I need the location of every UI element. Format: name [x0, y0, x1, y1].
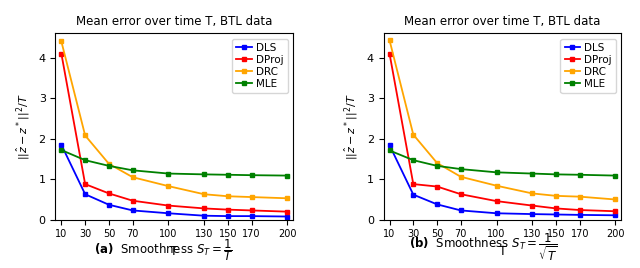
MLE	[410, 159, 417, 162]
Text: $\mathbf{(a)}$  Smoothness $S_T = \dfrac{1}{T}$: $\mathbf{(a)}$ Smoothness $S_T = \dfrac{…	[93, 237, 233, 263]
DLS	[200, 214, 208, 217]
DRC	[386, 39, 394, 42]
DLS	[410, 193, 417, 196]
DProj	[457, 193, 465, 196]
DRC	[58, 40, 65, 43]
Line: MLE: MLE	[387, 148, 618, 178]
DLS	[552, 213, 560, 216]
DProj	[386, 52, 394, 55]
MLE	[105, 164, 113, 168]
Line: DLS: DLS	[387, 143, 618, 218]
MLE	[576, 173, 584, 176]
DRC	[433, 161, 441, 165]
DRC	[552, 194, 560, 198]
Text: $\mathbf{(b)}$  Smoothness $S_T = \dfrac{1}{\sqrt{T}}$: $\mathbf{(b)}$ Smoothness $S_T = \dfrac{…	[409, 231, 557, 263]
DProj	[493, 199, 500, 203]
DProj	[200, 207, 208, 210]
X-axis label: T: T	[499, 245, 506, 258]
Line: DRC: DRC	[59, 39, 290, 201]
MLE	[164, 172, 172, 175]
MLE	[433, 164, 441, 168]
MLE	[200, 173, 208, 176]
DProj	[81, 183, 89, 186]
DRC	[410, 133, 417, 136]
MLE	[552, 173, 560, 176]
DLS	[529, 213, 536, 216]
Y-axis label: $||\hat{z} - z^*||^2/T$: $||\hat{z} - z^*||^2/T$	[343, 93, 361, 160]
MLE	[248, 174, 255, 177]
DLS	[612, 214, 620, 217]
MLE	[386, 149, 394, 152]
Line: DProj: DProj	[387, 51, 618, 214]
DRC	[164, 184, 172, 188]
DRC	[576, 195, 584, 198]
Title: Mean error over time T, BTL data: Mean error over time T, BTL data	[76, 15, 273, 28]
DLS	[129, 209, 136, 212]
DProj	[224, 208, 232, 211]
DLS	[81, 193, 89, 196]
Line: DProj: DProj	[59, 51, 290, 214]
DRC	[129, 176, 136, 179]
Y-axis label: $||\hat{z} - z^*||^2/T$: $||\hat{z} - z^*||^2/T$	[15, 93, 33, 160]
DProj	[248, 209, 255, 212]
DLS	[457, 209, 465, 212]
MLE	[529, 172, 536, 175]
MLE	[457, 168, 465, 171]
MLE	[493, 171, 500, 174]
MLE	[224, 173, 232, 176]
DLS	[105, 203, 113, 206]
Legend: DLS, DProj, DRC, MLE: DLS, DProj, DRC, MLE	[561, 39, 616, 93]
DRC	[81, 134, 89, 137]
DRC	[248, 195, 255, 199]
DRC	[284, 197, 291, 200]
DLS	[576, 213, 584, 217]
DProj	[105, 192, 113, 195]
DRC	[529, 192, 536, 195]
MLE	[284, 174, 291, 177]
DRC	[105, 162, 113, 165]
DLS	[284, 215, 291, 218]
DRC	[200, 193, 208, 196]
Line: DRC: DRC	[387, 38, 618, 202]
DLS	[248, 214, 255, 218]
MLE	[81, 159, 89, 162]
MLE	[58, 148, 65, 152]
Legend: DLS, DProj, DRC, MLE: DLS, DProj, DRC, MLE	[232, 39, 288, 93]
MLE	[129, 169, 136, 172]
MLE	[612, 174, 620, 177]
DLS	[58, 143, 65, 146]
DProj	[129, 199, 136, 202]
DRC	[612, 198, 620, 201]
DLS	[386, 144, 394, 147]
Line: DLS: DLS	[59, 142, 290, 219]
DProj	[433, 185, 441, 188]
DProj	[576, 209, 584, 212]
DProj	[529, 204, 536, 207]
DProj	[552, 207, 560, 210]
DRC	[224, 195, 232, 198]
DProj	[164, 204, 172, 207]
DRC	[493, 184, 500, 187]
DLS	[493, 212, 500, 215]
DLS	[224, 214, 232, 218]
X-axis label: T: T	[170, 245, 178, 258]
DProj	[58, 52, 65, 55]
Line: MLE: MLE	[59, 148, 290, 178]
DProj	[410, 183, 417, 186]
DRC	[457, 175, 465, 178]
DProj	[612, 210, 620, 213]
Title: Mean error over time T, BTL data: Mean error over time T, BTL data	[404, 15, 601, 28]
DLS	[433, 203, 441, 206]
DProj	[284, 210, 291, 213]
DLS	[164, 212, 172, 215]
